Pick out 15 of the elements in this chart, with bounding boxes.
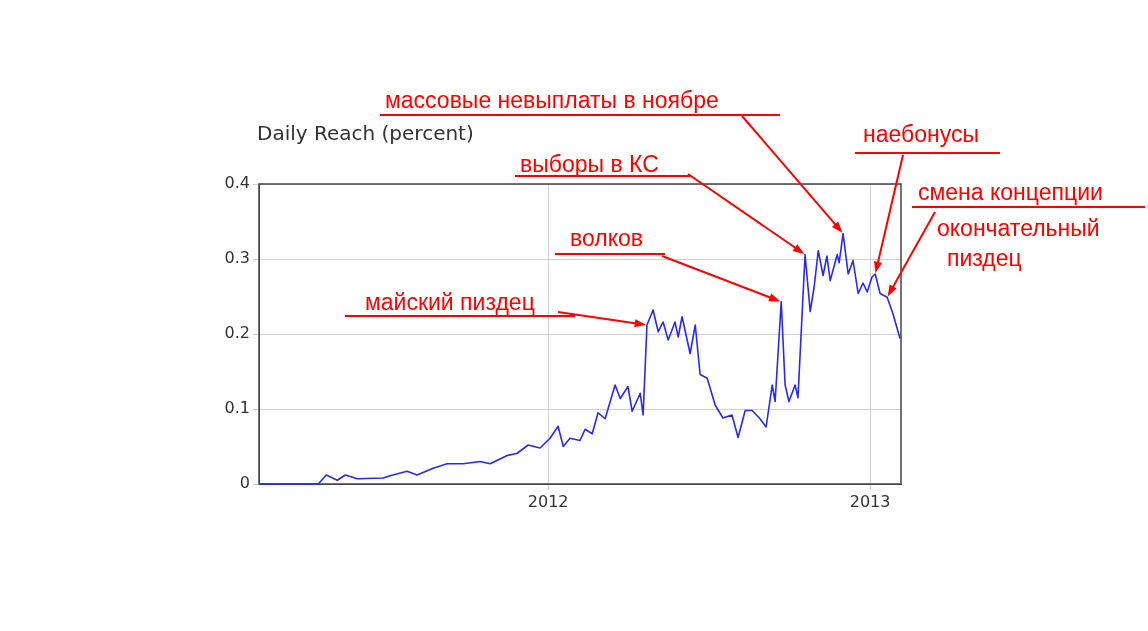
- x-tick-label: 2013: [849, 491, 891, 511]
- chart-title: Daily Reach (percent): [257, 121, 474, 145]
- y-tick-label: 0.3: [224, 248, 250, 268]
- text: окончательный пиздец: [937, 215, 1100, 271]
- y-tick-label: 0.1: [224, 398, 250, 418]
- y-tick-label: 0.2: [224, 323, 250, 343]
- annotation: наебонусы: [863, 121, 979, 147]
- annotation: смена концепции: [918, 179, 1103, 205]
- y-tick-label: 0: [239, 473, 250, 493]
- annotation: выборы в КС: [520, 151, 659, 177]
- annotation: массовые невыплаты в ноябре: [385, 87, 719, 113]
- x-tick-label: 2012: [527, 491, 569, 511]
- annotation: майский пиздец: [365, 289, 535, 315]
- y-tick-label: 0.4: [224, 173, 250, 193]
- annotation: волков: [570, 225, 643, 251]
